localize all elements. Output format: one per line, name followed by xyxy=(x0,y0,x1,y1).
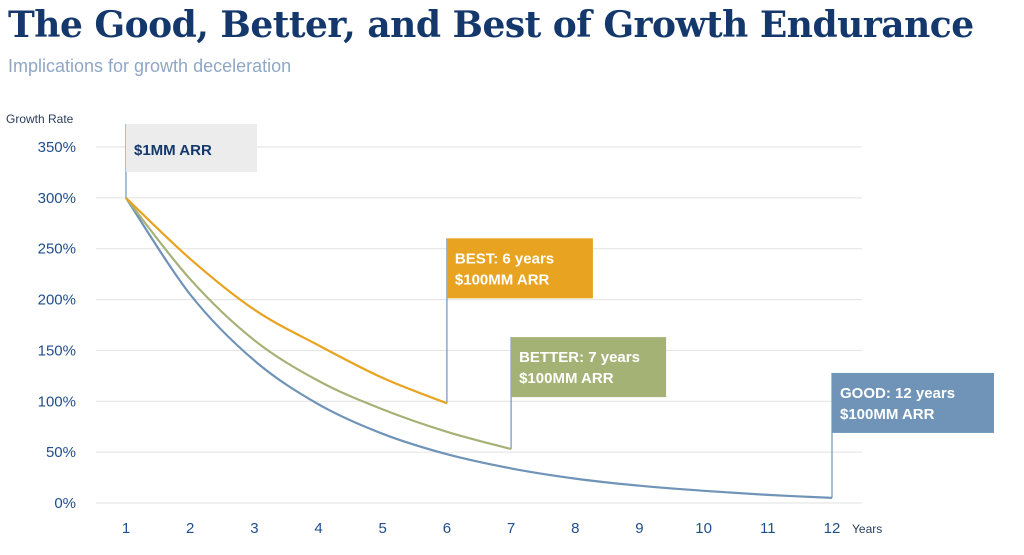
x-tick-label: 6 xyxy=(443,520,451,537)
y-tick-label: 200% xyxy=(38,292,76,309)
x-tick-label: 11 xyxy=(760,520,776,537)
y-tick-label: 100% xyxy=(38,393,76,410)
y-axis-title: Growth Rate xyxy=(6,112,74,126)
y-tick-label: 150% xyxy=(38,342,76,359)
x-tick-label: 7 xyxy=(507,520,515,537)
annotation-box-good xyxy=(832,372,994,433)
annotation-box-start xyxy=(126,124,257,172)
annotation-box-better xyxy=(511,337,667,398)
y-tick-label: 0% xyxy=(54,495,76,512)
x-tick-label: 1 xyxy=(122,520,130,537)
annotation-text-better: $100MM ARR xyxy=(519,370,614,387)
x-tick-label: 3 xyxy=(250,520,258,537)
annotation-text-best: BEST: 6 years xyxy=(455,250,554,267)
annotation-text-good: GOOD: 12 years xyxy=(840,385,955,402)
annotations: $1MM ARR BEST: 6 years $100MM ARR BETTER: 7… xyxy=(125,124,994,498)
x-axis-title: Years xyxy=(852,522,882,536)
x-tick-label: 2 xyxy=(186,520,194,537)
series-line-best xyxy=(125,197,448,405)
annotation-text-good: $100MM ARR xyxy=(840,406,935,423)
y-tick-label: 350% xyxy=(38,139,76,156)
y-tick-label: 300% xyxy=(38,190,76,207)
x-tick-label: 8 xyxy=(571,520,579,537)
series-lines xyxy=(125,197,833,499)
x-tick-label: 9 xyxy=(635,520,643,537)
chart-title: The Good, Better, and Best of Growth End… xyxy=(8,4,974,46)
x-tick-label: 12 xyxy=(824,520,841,537)
series-line-good xyxy=(125,197,833,499)
y-tick-label: 250% xyxy=(38,241,76,258)
y-tick-label: 50% xyxy=(46,444,76,461)
annotation-text-start: $1MM ARR xyxy=(134,142,212,159)
x-tick-label: 10 xyxy=(695,520,712,537)
x-tick-label: 4 xyxy=(314,520,322,537)
annotation-box-best xyxy=(446,238,593,299)
x-tick-label: 5 xyxy=(379,520,387,537)
annotation-text-better: BETTER: 7 years xyxy=(519,349,640,366)
series-line-better xyxy=(125,197,512,451)
gridlines xyxy=(96,146,862,504)
annotation-text-best: $100MM ARR xyxy=(455,271,550,288)
axes: 0%50%100%150%200%250%300%350%1 2 3 4 5 6 7 8 9 10… xyxy=(6,112,882,537)
chart-subtitle: Implications for growth deceleration xyxy=(8,56,292,76)
